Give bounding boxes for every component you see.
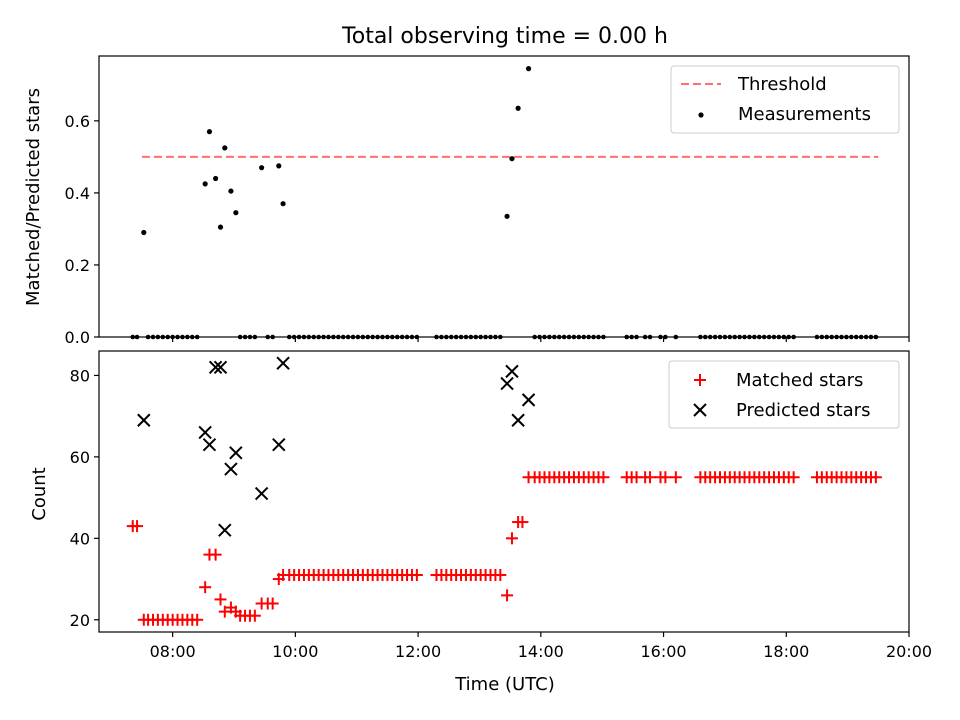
matched-stars-legend-label: Matched stars <box>736 370 863 391</box>
x-tick-label: 10:00 <box>272 642 318 661</box>
measurement-point <box>525 66 532 72</box>
predicted-star-point <box>521 393 536 407</box>
matched-star-point <box>191 613 204 626</box>
predicted-star-point <box>202 437 217 452</box>
ratio-y-tick-label: 0.0 <box>65 328 90 347</box>
predicted-stars-legend-label: Predicted stars <box>736 400 870 421</box>
matched-star-point <box>597 471 610 484</box>
matched-star-point <box>494 568 507 581</box>
ratio-y-tick-label: 0.2 <box>65 256 90 275</box>
matched-star-point <box>410 568 423 581</box>
count-axes-frame <box>98 350 910 633</box>
predicted-star-point <box>218 523 232 537</box>
ratio-legend: Threshold Measurements <box>670 65 900 134</box>
x-tick-label: 08:00 <box>150 642 196 661</box>
threshold-legend-label: Threshold <box>737 74 827 95</box>
count-y-tick-label: 80 <box>70 366 90 385</box>
measurements-legend-marker <box>698 112 704 118</box>
measurement-point <box>509 156 515 162</box>
matched-star-point <box>505 532 518 545</box>
count-y-ticks: 20 40 60 80 <box>70 366 99 630</box>
matched-star-point <box>266 597 279 610</box>
measurement-point <box>280 201 286 207</box>
x-tick-label: 20:00 <box>886 642 932 661</box>
predicted-star-point <box>276 356 290 370</box>
ratio-y-tick-label: 0.6 <box>65 112 90 131</box>
predicted-star-point <box>505 364 519 379</box>
x-tick-label: 18:00 <box>763 642 809 661</box>
measurement-point <box>222 145 228 151</box>
x-tick-label: 14:00 <box>518 642 564 661</box>
predicted-star-point <box>272 437 286 452</box>
matched-star-point <box>869 471 882 484</box>
predicted-star-point <box>500 376 514 391</box>
matched-star-point <box>669 471 682 484</box>
count-y-tick-label: 20 <box>70 611 90 630</box>
matched-star-point <box>501 589 514 602</box>
predicted-stars-legend-marker <box>693 403 707 417</box>
measurement-point <box>259 165 265 171</box>
ratio-axes-frame <box>98 55 910 338</box>
count-y-tick-label: 40 <box>70 529 90 548</box>
x-tick-label: 12:00 <box>395 642 441 661</box>
matched-stars-series <box>126 471 882 626</box>
predicted-stars-series <box>137 356 536 537</box>
measurements-series <box>141 66 532 236</box>
ratio-y-tick-label: 0.4 <box>65 184 90 203</box>
matched-star-point <box>516 516 529 529</box>
count-legend: Matched stars Predicted stars <box>668 360 900 429</box>
predicted-star-point <box>254 486 269 501</box>
measurement-point <box>212 175 219 182</box>
matched-star-point <box>659 471 672 484</box>
matched-star-point <box>209 548 222 561</box>
predicted-star-point <box>198 425 212 440</box>
predicted-star-point <box>137 413 151 427</box>
count-y-axis-label: Count <box>29 467 50 520</box>
ratio-y-ticks: 0.0 0.2 0.4 0.6 <box>65 112 99 347</box>
matched-star-point <box>248 609 261 622</box>
count-legend-frame <box>668 360 900 429</box>
matched-star-point <box>218 605 231 618</box>
measurement-point <box>228 188 234 194</box>
ratio-axes: 0.0 0.2 0.4 0.6 Matched/Predicted stars Thr… <box>23 55 910 347</box>
measurement-point <box>141 229 147 236</box>
x-tick-label: 16:00 <box>640 642 686 661</box>
predicted-star-point <box>213 360 228 374</box>
matched-star-point <box>131 520 144 533</box>
count-axes: 20 40 60 80 08:00 10:00 12:00 14:00 16:00 18:00 2… <box>29 350 932 695</box>
predicted-star-point <box>208 360 223 374</box>
count-x-ticks: 08:00 10:00 12:00 14:00 16:00 18:00 20:00 <box>150 632 932 661</box>
measurement-point <box>206 129 213 135</box>
predicted-star-point <box>511 413 525 427</box>
figure-title: Total observing time = 0.00 h <box>341 24 668 49</box>
measurement-point <box>233 210 239 216</box>
measurement-point <box>504 213 510 219</box>
x-axis-label: Time (UTC) <box>454 674 555 695</box>
measurement-point <box>276 163 282 169</box>
ratio-legend-frame <box>670 65 900 134</box>
matched-stars-legend-marker <box>694 374 706 386</box>
count-y-tick-label: 60 <box>70 448 90 467</box>
ratio-y-axis-label: Matched/Predicted stars <box>23 88 44 306</box>
predicted-star-point <box>224 462 238 476</box>
measurement-point <box>217 224 224 230</box>
matched-star-point <box>644 471 657 484</box>
measurements-legend-label: Measurements <box>738 104 871 125</box>
predicted-star-point <box>229 446 243 460</box>
matched-star-point <box>199 581 212 594</box>
matched-star-point <box>787 471 800 484</box>
measurement-point <box>202 181 208 187</box>
measurement-point <box>515 105 521 111</box>
matched-star-point <box>214 593 227 606</box>
